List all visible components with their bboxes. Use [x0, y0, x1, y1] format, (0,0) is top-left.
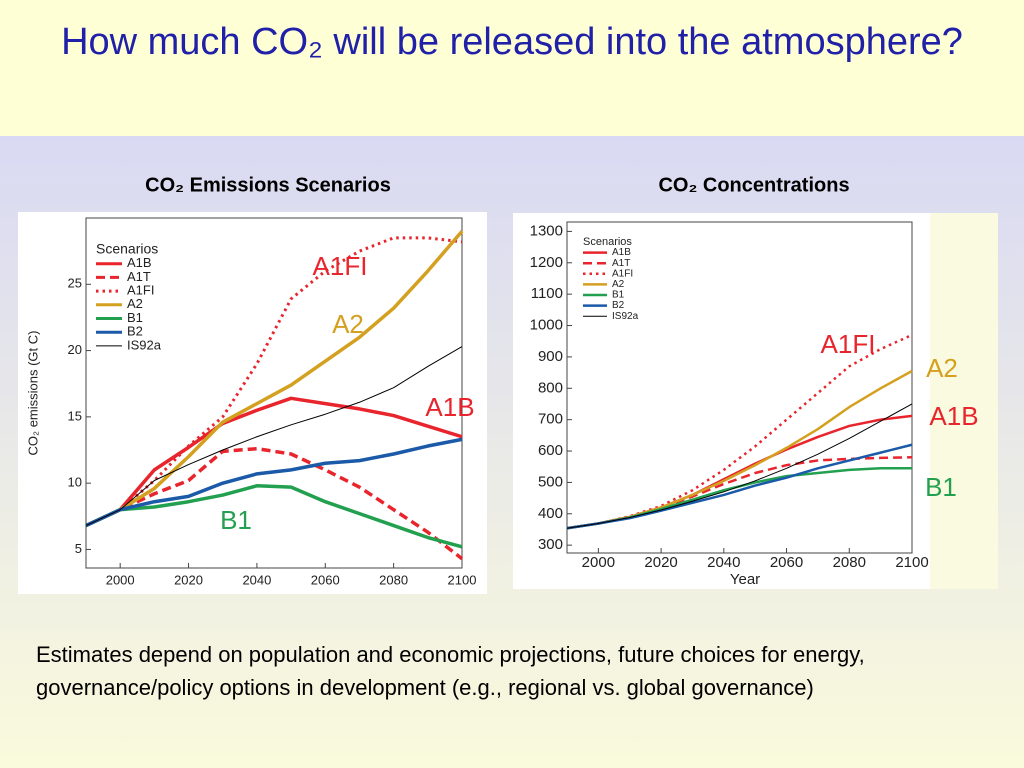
series-line: [566, 443, 913, 530]
slide-title: How much CO₂ will be released into the a…: [61, 21, 963, 63]
legend-label: A2: [612, 279, 625, 290]
y-tick-label: 1200: [530, 254, 563, 271]
caption-box: Estimates depend on population and econo…: [36, 642, 865, 700]
y-tick-label: 20: [68, 342, 82, 357]
annotation: A1B: [929, 401, 978, 431]
annotation: A1FI: [313, 251, 368, 281]
annotation: A1FI: [821, 329, 876, 359]
y-tick-label: 700: [538, 411, 563, 428]
x-tick-label: 2020: [174, 572, 203, 587]
y-tick-label: 400: [538, 505, 563, 522]
chart-panel: [513, 213, 998, 589]
x-tick-label: 2060: [770, 554, 803, 571]
y-tick-label: 600: [538, 442, 563, 459]
legend-title: Scenarios: [583, 236, 632, 248]
title-band: [0, 0, 1024, 136]
caption: Estimates depend on population and econo…: [36, 642, 865, 700]
annotation: A1B: [425, 392, 474, 422]
series-line: [566, 403, 913, 529]
series-line: [85, 437, 463, 528]
legend-label: A2: [127, 296, 143, 311]
legend-label: A1T: [127, 269, 151, 284]
y-tick-label: 25: [68, 276, 82, 291]
annotation: A2: [332, 309, 364, 339]
legend-label: B2: [127, 324, 143, 339]
y-axis-label: CO₂ emissions (Gt C): [25, 331, 40, 456]
x-tick-label: 2060: [311, 572, 340, 587]
annotation: B1: [220, 505, 252, 535]
legend-label: B1: [127, 310, 143, 325]
y-tick-label: 900: [538, 348, 563, 365]
plot-frame: [566, 221, 913, 554]
x-tick-label: 2080: [833, 554, 866, 571]
chart-title: CO₂ Concentrations: [658, 174, 849, 196]
title-box: How much CO₂ will be released into the a…: [61, 21, 963, 63]
y-tick-label: 15: [68, 408, 82, 423]
legend-label: A1FI: [127, 283, 154, 298]
x-tick-label: 2000: [106, 572, 135, 587]
y-tick-label: 500: [538, 473, 563, 490]
chart-panel: [18, 212, 487, 594]
legend-label: B2: [612, 300, 625, 311]
annotation: A2: [926, 353, 958, 383]
x-tick-label: 2040: [707, 554, 740, 571]
y-tick-label: 5: [75, 541, 82, 556]
y-tick-label: 1300: [530, 222, 563, 239]
x-tick-label: 2080: [379, 572, 408, 587]
y-tick-label: 1100: [531, 285, 563, 302]
annotation: B1: [925, 472, 957, 502]
x-tick-label: 2100: [895, 554, 928, 571]
y-tick-label: 10: [68, 475, 82, 490]
legend-label: A1B: [127, 255, 152, 270]
legend-label: A1B: [612, 247, 631, 258]
plot-frame: [85, 217, 463, 569]
chart-title: CO₂ Emissions Scenarios: [145, 174, 391, 196]
x-axis-label: Year: [730, 571, 760, 588]
x-tick-label: 2020: [644, 554, 677, 571]
y-tick-label: 300: [538, 536, 563, 553]
legend-label: B1: [612, 290, 625, 301]
x-tick-label: 2000: [582, 554, 615, 571]
x-tick-label: 2040: [242, 572, 271, 587]
x-tick-label: 2100: [448, 572, 477, 587]
legend-label: A1T: [612, 258, 630, 269]
legend-label: IS92a: [127, 337, 162, 352]
legend-label: IS92a: [612, 311, 639, 322]
legend-label: A1FI: [612, 268, 633, 279]
series-line: [85, 484, 463, 549]
series-line: [85, 346, 463, 527]
series-line: [85, 230, 464, 528]
legend-title: Scenarios: [96, 241, 158, 257]
y-tick-label: 1000: [530, 317, 563, 334]
series-line: [85, 396, 463, 528]
y-tick-label: 800: [538, 379, 563, 396]
panel-strip: [930, 213, 998, 589]
